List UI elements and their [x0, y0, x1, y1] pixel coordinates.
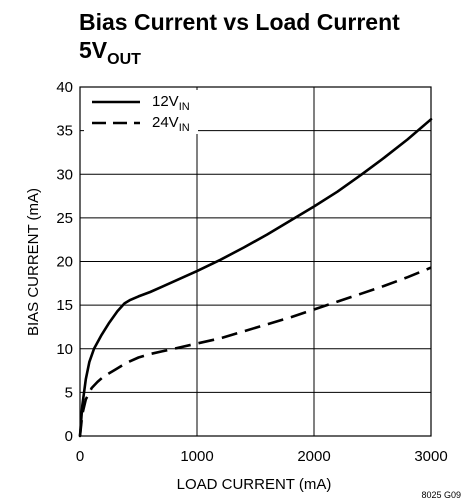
- y-tick-label: 15: [56, 297, 73, 314]
- legend-label-12v: 12VIN: [152, 93, 190, 113]
- legend-label-24v: 24VIN: [152, 114, 190, 134]
- chart-subtitle-sub: OUT: [107, 51, 141, 68]
- x-tick-label: 2000: [297, 448, 330, 465]
- y-axis-ticks: 0 5 10 15 20 25 30 35 40: [56, 79, 73, 445]
- chart-title: Bias Current vs Load Current: [79, 9, 400, 35]
- x-tick-label: 3000: [414, 448, 447, 465]
- x-tick-label: 1000: [180, 448, 213, 465]
- x-axis-ticks: 0 1000 2000 3000: [76, 448, 448, 465]
- y-tick-label: 20: [56, 254, 73, 271]
- y-axis-label: BIAS CURRENT (mA): [25, 188, 42, 336]
- y-tick-label: 5: [65, 384, 73, 401]
- grid: [79, 86, 432, 437]
- legend-background: [84, 90, 198, 134]
- x-tick-label: 0: [76, 448, 84, 465]
- y-tick-label: 0: [65, 428, 73, 445]
- y-tick-label: 10: [56, 341, 73, 358]
- y-tick-label: 25: [56, 210, 73, 227]
- y-tick-label: 35: [56, 123, 73, 140]
- series-lines: [78, 118, 433, 438]
- series-line-12v: [78, 118, 433, 438]
- x-axis-label: LOAD CURRENT (mA): [177, 476, 332, 493]
- y-tick-label: 40: [56, 79, 73, 96]
- series-line-24v: [78, 266, 432, 437]
- plot-frame: [79, 86, 432, 437]
- figure-code: 8025 G09: [421, 490, 461, 500]
- chart-subtitle: 5VOUT: [79, 37, 141, 68]
- y-tick-label: 30: [56, 166, 73, 183]
- legend: 12VIN 24VIN: [84, 90, 198, 134]
- chart-subtitle-main: 5V: [79, 37, 108, 63]
